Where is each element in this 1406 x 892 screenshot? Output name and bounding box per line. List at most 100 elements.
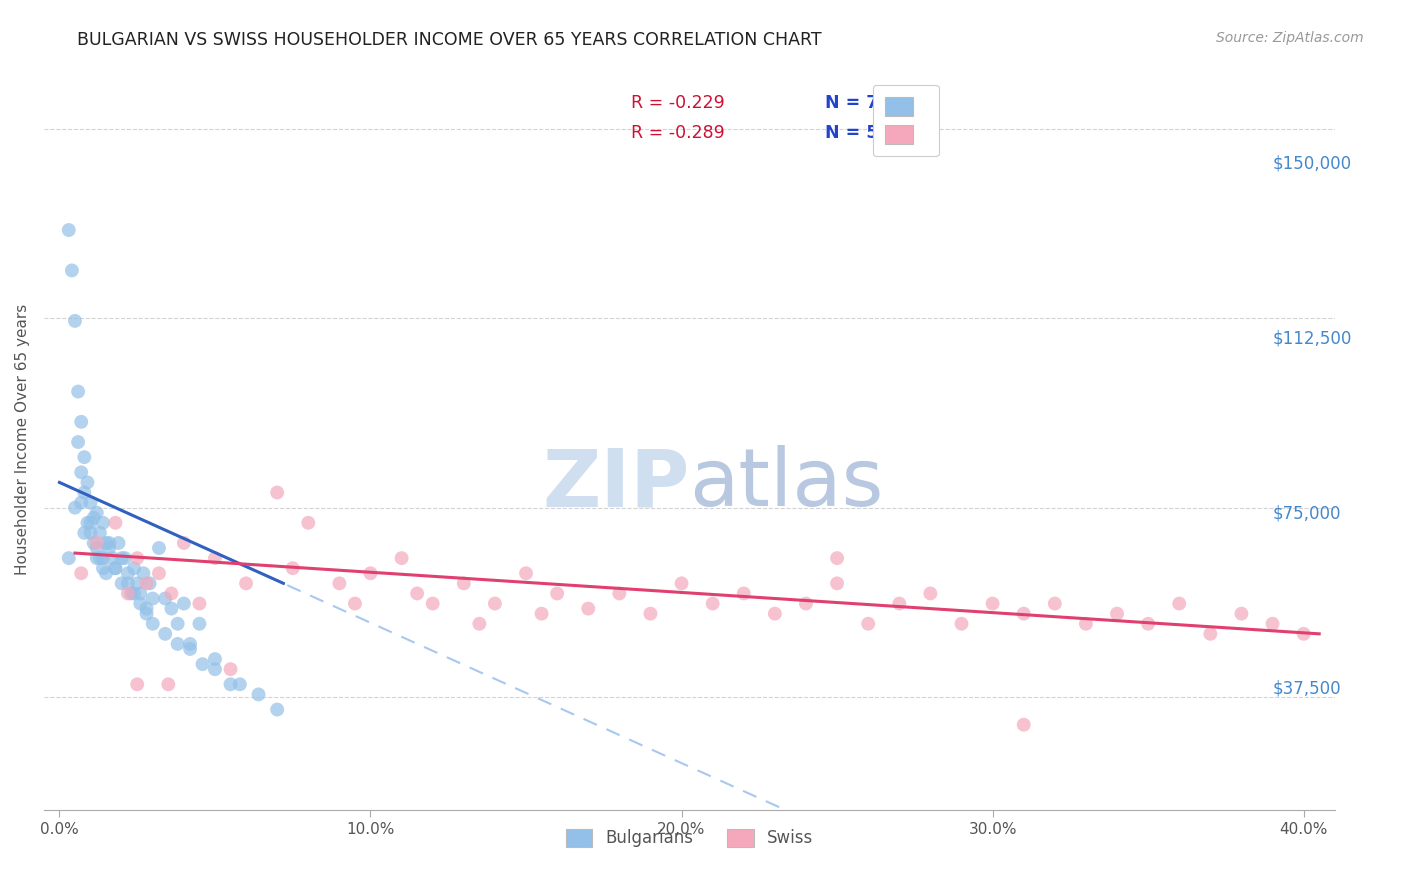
Point: [794, 597, 817, 611]
Point: [67, 435, 90, 450]
Point: [825, 576, 848, 591]
Point: [70, 566, 93, 581]
Point: [129, 586, 152, 600]
Point: [530, 607, 553, 621]
Point: [219, 662, 242, 676]
Point: [98, 536, 121, 550]
Point: [173, 597, 195, 611]
Point: [58, 223, 80, 237]
Point: [86, 506, 108, 520]
Point: [1292, 627, 1315, 641]
Point: [733, 586, 755, 600]
Point: [763, 607, 786, 621]
Point: [132, 566, 155, 581]
Point: [79, 516, 101, 530]
Point: [981, 597, 1004, 611]
Y-axis label: Householder Income Over 65 years: Householder Income Over 65 years: [15, 304, 30, 575]
Point: [67, 384, 90, 399]
Point: [1137, 616, 1160, 631]
Text: $37,500: $37,500: [1272, 680, 1341, 698]
Point: [129, 597, 152, 611]
Point: [1105, 607, 1128, 621]
Point: [188, 597, 211, 611]
Point: [191, 657, 214, 672]
Text: $112,500: $112,500: [1272, 329, 1351, 347]
Point: [157, 677, 180, 691]
Point: [576, 601, 599, 615]
Point: [160, 601, 183, 615]
Point: [135, 607, 157, 621]
Point: [825, 551, 848, 566]
Point: [76, 475, 98, 490]
Point: [484, 597, 506, 611]
Point: [70, 495, 93, 509]
Point: [148, 566, 170, 581]
Point: [229, 677, 252, 691]
Point: [86, 536, 108, 550]
Point: [1012, 717, 1035, 731]
Point: [104, 561, 127, 575]
Point: [76, 516, 98, 530]
Point: [79, 525, 101, 540]
Text: BULGARIAN VS SWISS HOUSEHOLDER INCOME OVER 65 YEARS CORRELATION CHART: BULGARIAN VS SWISS HOUSEHOLDER INCOME OV…: [77, 31, 823, 49]
Point: [453, 576, 475, 591]
Point: [671, 576, 693, 591]
Point: [702, 597, 724, 611]
Point: [94, 536, 117, 550]
Point: [360, 566, 382, 581]
Point: [58, 551, 80, 566]
Point: [117, 566, 139, 581]
Point: [247, 687, 270, 701]
Point: [70, 466, 93, 480]
Text: Source: ZipAtlas.com: Source: ZipAtlas.com: [1216, 31, 1364, 45]
Point: [219, 677, 242, 691]
Point: [281, 561, 304, 575]
Point: [104, 561, 127, 575]
Point: [204, 652, 226, 666]
Point: [153, 591, 176, 606]
Text: N = 56: N = 56: [825, 124, 890, 142]
Point: [391, 551, 413, 566]
Point: [89, 551, 111, 566]
Point: [101, 551, 124, 566]
Point: [920, 586, 942, 600]
Point: [515, 566, 537, 581]
Point: [117, 576, 139, 591]
Point: [120, 586, 142, 600]
Point: [63, 314, 86, 328]
Point: [114, 551, 136, 566]
Point: [1012, 607, 1035, 621]
Point: [86, 551, 108, 566]
Point: [73, 485, 96, 500]
Point: [468, 616, 491, 631]
Point: [142, 616, 165, 631]
Point: [328, 576, 350, 591]
Point: [1043, 597, 1066, 611]
Point: [235, 576, 257, 591]
Point: [98, 541, 121, 555]
Point: [1074, 616, 1097, 631]
Point: [266, 485, 288, 500]
Point: [91, 561, 114, 575]
Point: [166, 637, 188, 651]
Point: [107, 536, 129, 550]
Point: [179, 637, 201, 651]
Point: [204, 662, 226, 676]
Point: [60, 263, 83, 277]
Point: [122, 586, 145, 600]
Point: [104, 516, 127, 530]
Point: [79, 495, 101, 509]
Point: [1261, 616, 1284, 631]
Point: [1230, 607, 1253, 621]
Point: [63, 500, 86, 515]
Text: R = -0.229: R = -0.229: [631, 95, 725, 112]
Point: [138, 576, 160, 591]
Point: [117, 586, 139, 600]
Point: [70, 415, 93, 429]
Point: [111, 576, 134, 591]
Point: [204, 551, 226, 566]
Point: [640, 607, 662, 621]
Point: [111, 551, 134, 566]
Point: [166, 616, 188, 631]
Text: $75,000: $75,000: [1272, 505, 1341, 523]
